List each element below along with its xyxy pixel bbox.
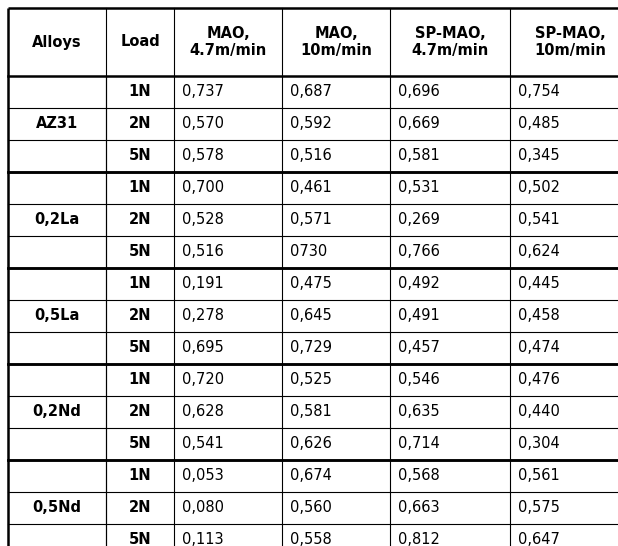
Text: 0,812: 0,812: [398, 532, 440, 546]
Text: 0,700: 0,700: [182, 181, 224, 195]
Text: 5N: 5N: [129, 436, 151, 452]
Text: 1N: 1N: [129, 468, 151, 484]
Text: MAO,
10m/min: MAO, 10m/min: [300, 26, 372, 58]
Text: 0,474: 0,474: [518, 341, 560, 355]
Text: 0,440: 0,440: [518, 405, 560, 419]
Text: 0,491: 0,491: [398, 308, 440, 323]
Text: 0,461: 0,461: [290, 181, 332, 195]
Text: 0,476: 0,476: [518, 372, 560, 388]
Text: 0,624: 0,624: [518, 245, 560, 259]
Text: AZ31: AZ31: [36, 116, 78, 132]
Text: Alloys: Alloys: [32, 34, 82, 50]
Text: 0,304: 0,304: [518, 436, 560, 452]
Text: 0,080: 0,080: [182, 501, 224, 515]
Text: 0,568: 0,568: [398, 468, 440, 484]
Text: 0,696: 0,696: [398, 85, 440, 99]
Text: 2N: 2N: [129, 405, 151, 419]
Text: 0,754: 0,754: [518, 85, 560, 99]
Text: 0,531: 0,531: [398, 181, 439, 195]
Text: 0,5La: 0,5La: [35, 308, 80, 323]
Text: 0,546: 0,546: [398, 372, 440, 388]
Text: 0,516: 0,516: [182, 245, 224, 259]
Text: 0,635: 0,635: [398, 405, 439, 419]
Text: MAO,
4.7m/min: MAO, 4.7m/min: [189, 26, 266, 58]
Text: 0,645: 0,645: [290, 308, 332, 323]
Text: 5N: 5N: [129, 245, 151, 259]
Text: 0,714: 0,714: [398, 436, 440, 452]
Text: 0,278: 0,278: [182, 308, 224, 323]
Text: 0,475: 0,475: [290, 276, 332, 292]
Text: 1N: 1N: [129, 372, 151, 388]
Text: 0,729: 0,729: [290, 341, 332, 355]
Text: 0,570: 0,570: [182, 116, 224, 132]
Text: 0,5Nd: 0,5Nd: [33, 501, 82, 515]
Text: SP-MAO,
10m/min: SP-MAO, 10m/min: [534, 26, 606, 58]
Text: 0,578: 0,578: [182, 149, 224, 163]
Text: 0,541: 0,541: [518, 212, 560, 228]
Text: SP-MAO,
4.7m/min: SP-MAO, 4.7m/min: [412, 26, 489, 58]
Text: 0,737: 0,737: [182, 85, 224, 99]
Text: 0,558: 0,558: [290, 532, 332, 546]
Text: 0,053: 0,053: [182, 468, 224, 484]
Text: 0,766: 0,766: [398, 245, 440, 259]
Text: 0,581: 0,581: [398, 149, 440, 163]
Text: 0,445: 0,445: [518, 276, 560, 292]
Text: 0730: 0730: [290, 245, 328, 259]
Text: 0,571: 0,571: [290, 212, 332, 228]
Text: 0,502: 0,502: [518, 181, 560, 195]
Text: 0,485: 0,485: [518, 116, 560, 132]
Text: 0,695: 0,695: [182, 341, 224, 355]
Text: 5N: 5N: [129, 149, 151, 163]
Text: 2N: 2N: [129, 212, 151, 228]
Text: 0,561: 0,561: [518, 468, 560, 484]
Text: 0,560: 0,560: [290, 501, 332, 515]
Text: 0,592: 0,592: [290, 116, 332, 132]
Text: 0,687: 0,687: [290, 85, 332, 99]
Text: 0,541: 0,541: [182, 436, 224, 452]
Text: 0,647: 0,647: [518, 532, 560, 546]
Text: 0,516: 0,516: [290, 149, 332, 163]
Text: 0,458: 0,458: [518, 308, 560, 323]
Text: 2N: 2N: [129, 308, 151, 323]
Text: 0,492: 0,492: [398, 276, 440, 292]
Text: 5N: 5N: [129, 341, 151, 355]
Text: 0,191: 0,191: [182, 276, 224, 292]
Text: 0,528: 0,528: [182, 212, 224, 228]
Text: 0,2Nd: 0,2Nd: [33, 405, 82, 419]
Text: 0,269: 0,269: [398, 212, 440, 228]
Text: 0,626: 0,626: [290, 436, 332, 452]
Text: 0,628: 0,628: [182, 405, 224, 419]
Text: 0,345: 0,345: [518, 149, 560, 163]
Text: Load: Load: [120, 34, 160, 50]
Text: 5N: 5N: [129, 532, 151, 546]
Text: 0,663: 0,663: [398, 501, 439, 515]
Text: 2N: 2N: [129, 501, 151, 515]
Text: 0,581: 0,581: [290, 405, 332, 419]
Text: 0,525: 0,525: [290, 372, 332, 388]
Text: 0,113: 0,113: [182, 532, 224, 546]
Text: 0,669: 0,669: [398, 116, 440, 132]
Text: 0,575: 0,575: [518, 501, 560, 515]
Text: 1N: 1N: [129, 85, 151, 99]
Text: 0,720: 0,720: [182, 372, 224, 388]
Text: 0,457: 0,457: [398, 341, 440, 355]
Text: 0,674: 0,674: [290, 468, 332, 484]
Text: 1N: 1N: [129, 181, 151, 195]
Text: 1N: 1N: [129, 276, 151, 292]
Text: 2N: 2N: [129, 116, 151, 132]
Text: 0,2La: 0,2La: [35, 212, 80, 228]
